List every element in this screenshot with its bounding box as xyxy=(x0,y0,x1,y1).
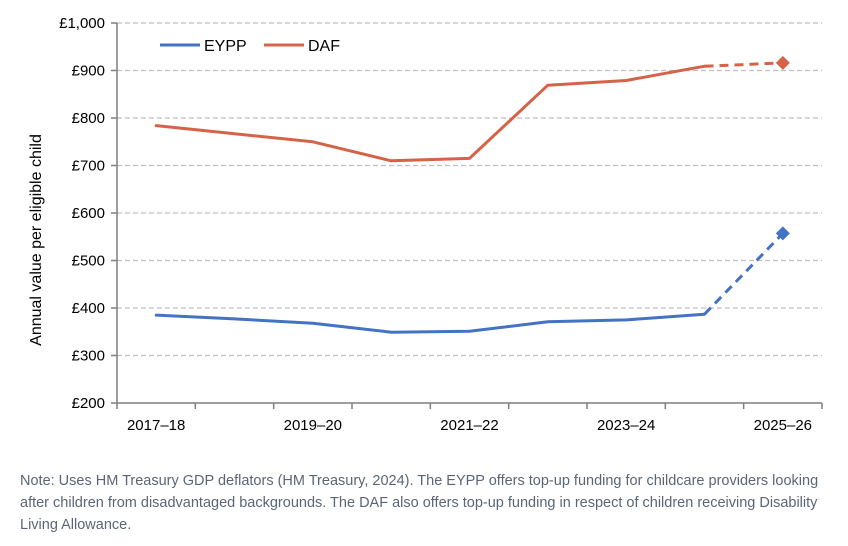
y-tick-label-800: £800 xyxy=(72,110,105,127)
y-tick-label-500: £500 xyxy=(72,253,105,270)
series-projection-daf xyxy=(704,61,783,68)
series-marker-eypp xyxy=(775,226,790,241)
axes xyxy=(111,22,823,409)
x-tick-label-2023–24: 2023–24 xyxy=(597,417,655,434)
x-tick-label-2021–22: 2021–22 xyxy=(440,417,498,434)
y-tick-label-600: £600 xyxy=(72,205,105,222)
x-tick-label-2019–20: 2019–20 xyxy=(284,417,342,434)
legend: EYPP DAF xyxy=(160,38,340,55)
gridlines xyxy=(117,22,822,357)
y-tick-label-300: £300 xyxy=(72,348,105,365)
series-projection-eypp xyxy=(703,232,784,316)
legend-label-daf: DAF xyxy=(308,38,340,55)
x-tick-label-2025–26: 2025–26 xyxy=(754,417,812,434)
y-tick-label-200: £200 xyxy=(72,395,105,412)
y-tick-label-1000: £1,000 xyxy=(59,15,105,32)
y-tick-labels: £200 £300 £400 £500 £600 £700 £800 £900 £1,000 xyxy=(59,15,105,412)
series-line-eypp xyxy=(154,312,706,334)
line-chart: £200 £300 £400 £500 £600 £700 £800 £900 £1,000 2… xyxy=(28,15,823,434)
series-lines xyxy=(154,55,790,334)
legend-label-eypp: EYPP xyxy=(204,38,247,55)
series-line-daf xyxy=(154,64,706,163)
y-tick-label-400: £400 xyxy=(72,300,105,317)
y-axis-title: Annual value per eligible child xyxy=(28,134,45,346)
x-tick-labels: 2017–18 2019–20 2021–22 2023–24 2025–26 xyxy=(127,417,812,434)
chart-note: Note: Uses HM Treasury GDP deflators (HM… xyxy=(20,473,819,533)
series-marker-daf xyxy=(775,55,790,70)
y-tick-label-900: £900 xyxy=(72,63,105,80)
y-tick-label-700: £700 xyxy=(72,158,105,175)
x-tick-label-2017–18: 2017–18 xyxy=(127,417,185,434)
